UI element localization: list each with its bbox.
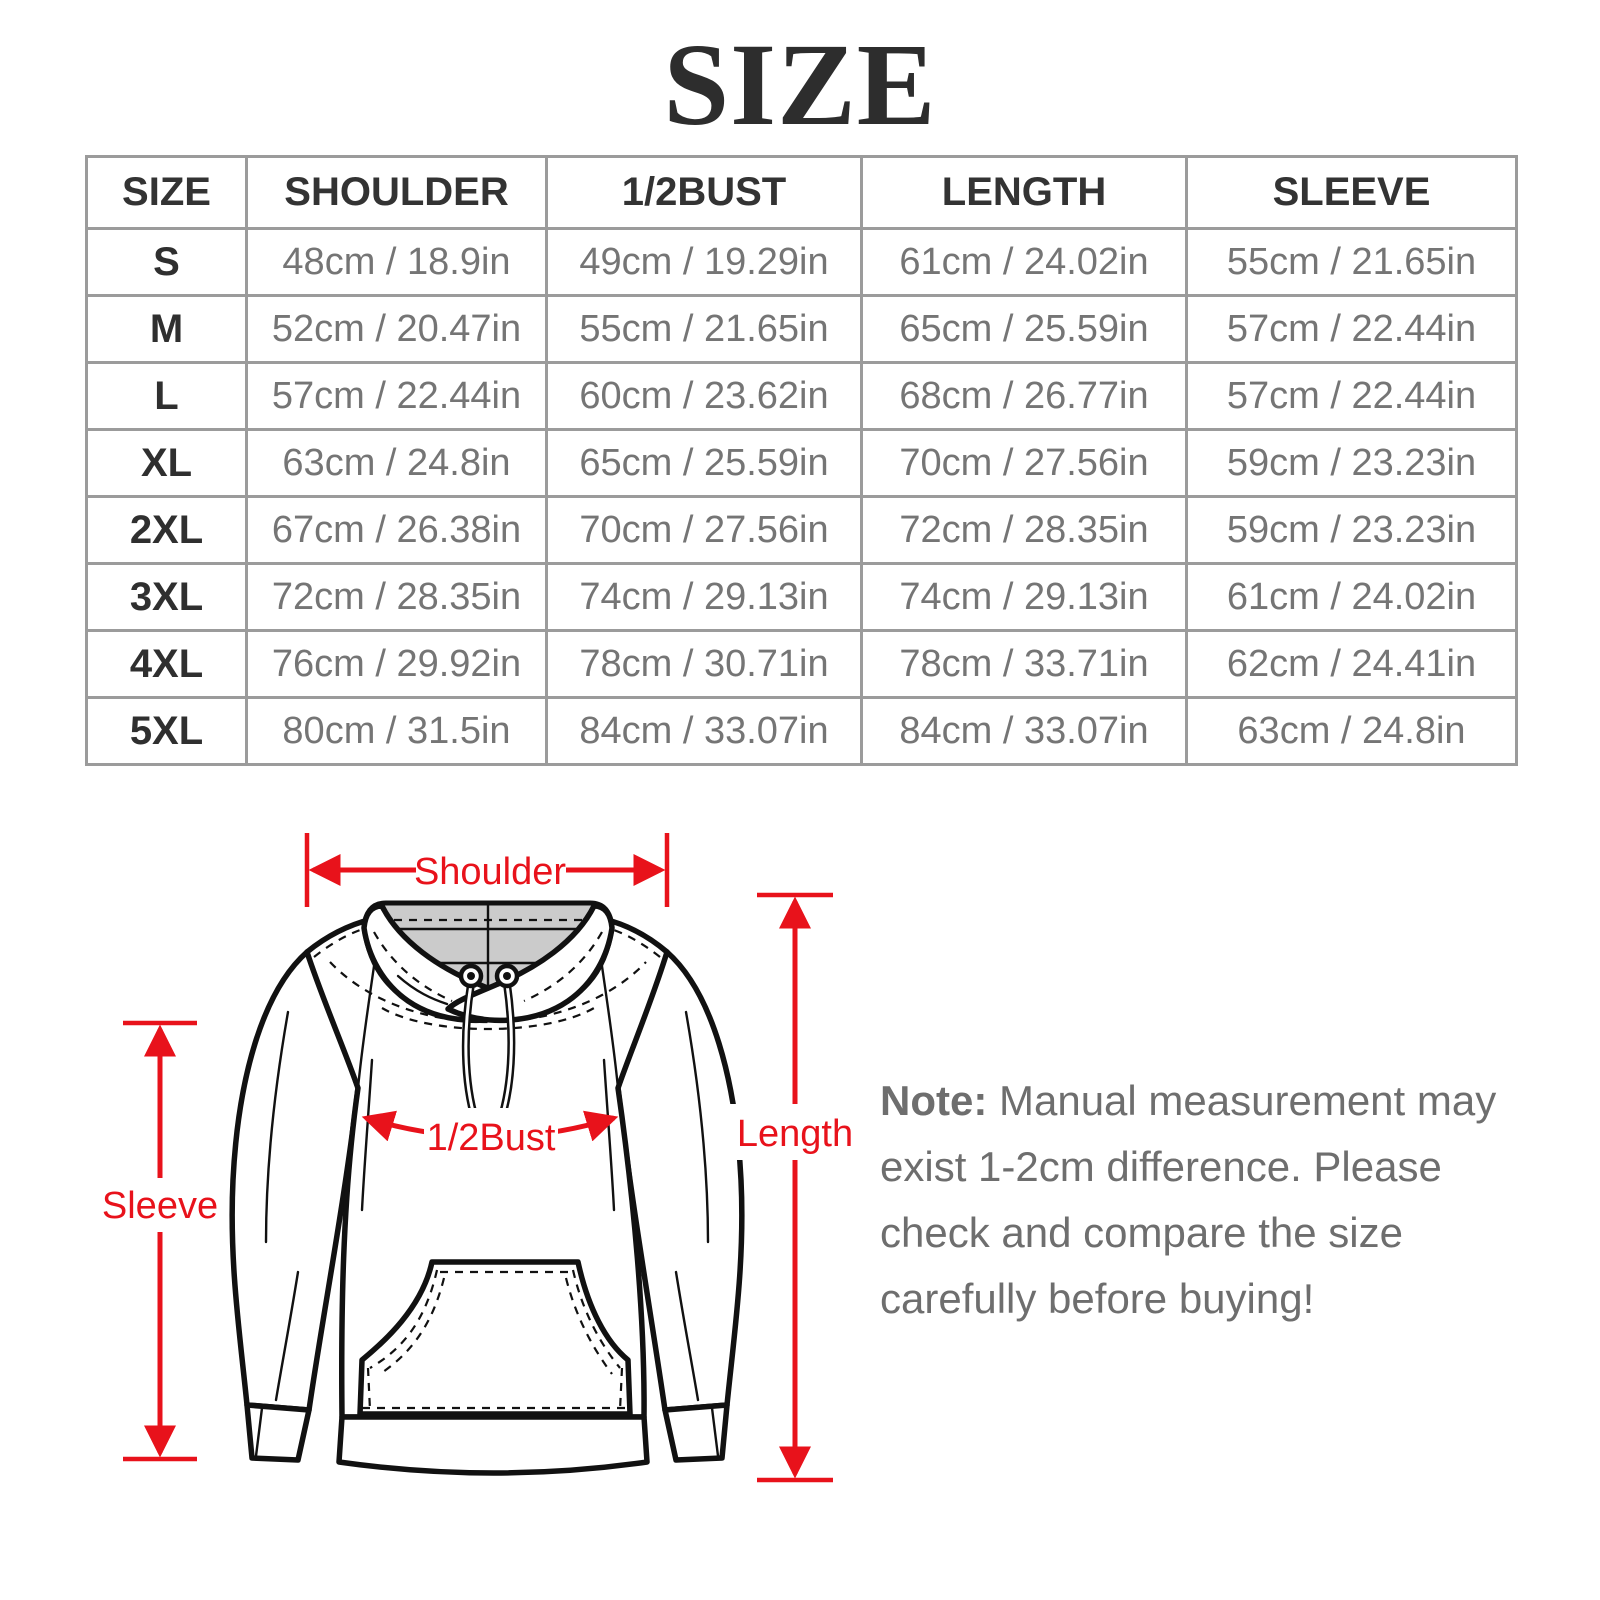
- size-cell: 3XL: [85, 562, 248, 632]
- size-cell: 5XL: [85, 696, 248, 766]
- size-cell: S: [85, 227, 248, 297]
- measurement-cell: 65cm / 25.59in: [545, 428, 863, 498]
- measurement-cell: 59cm / 23.23in: [1185, 495, 1518, 565]
- table-row: 3XL 72cm / 28.35in 74cm / 29.13in 74cm / 29…: [85, 562, 1518, 632]
- note-text: Note: Manual measurement may exist 1-2cm…: [880, 1068, 1525, 1332]
- table-row: 2XL 67cm / 26.38in 70cm / 27.56in 72cm / 28…: [85, 495, 1518, 565]
- hoodie-drawing: [229, 900, 745, 1476]
- measurement-cell: 68cm / 26.77in: [860, 361, 1188, 431]
- size-cell: L: [85, 361, 248, 431]
- sleeve-arrow: Sleeve: [96, 1020, 224, 1462]
- measurement-cell: 55cm / 21.65in: [1185, 227, 1518, 297]
- measurement-cell: 61cm / 24.02in: [860, 227, 1188, 297]
- measurement-cell: 70cm / 27.56in: [860, 428, 1188, 498]
- measurement-cell: 67cm / 26.38in: [245, 495, 548, 565]
- measurement-cell: 63cm / 24.8in: [1185, 696, 1518, 766]
- measurement-cell: 63cm / 24.8in: [245, 428, 548, 498]
- measurement-cell: 59cm / 23.23in: [1185, 428, 1518, 498]
- length-arrow: Length: [726, 892, 864, 1483]
- measurement-cell: 72cm / 28.35in: [860, 495, 1188, 565]
- size-cell: M: [85, 294, 248, 364]
- length-label: Length: [737, 1113, 853, 1155]
- left-cuff: [244, 1402, 312, 1463]
- half-bust-label: 1/2Bust: [427, 1117, 556, 1159]
- table-row: XL 63cm / 24.8in 65cm / 25.59in 70cm / 27.5…: [85, 428, 1518, 498]
- table-header-row: SIZE SHOULDER 1/2BUST LENGTH SLEEVE: [85, 155, 1518, 230]
- size-cell: XL: [85, 428, 248, 498]
- sleeve-label: Sleeve: [102, 1185, 218, 1227]
- measurement-cell: 61cm / 24.02in: [1185, 562, 1518, 632]
- measurement-cell: 78cm / 33.71in: [860, 629, 1188, 699]
- measurement-cell: 52cm / 20.47in: [245, 294, 548, 364]
- column-header: SHOULDER: [245, 155, 548, 230]
- measurement-cell: 74cm / 29.13in: [860, 562, 1188, 632]
- page-title: SIZE: [663, 19, 937, 150]
- measurement-cell: 84cm / 33.07in: [545, 696, 863, 766]
- size-cell: 2XL: [85, 495, 248, 565]
- shoulder-arrow: Shoulder: [304, 833, 670, 907]
- measurement-cell: 78cm / 30.71in: [545, 629, 863, 699]
- half-bust-arrow: 1/2Bust: [361, 1108, 619, 1162]
- table-row: 4XL 76cm / 29.92in 78cm / 30.71in 78cm / 33…: [85, 629, 1518, 699]
- column-header: SIZE: [85, 155, 248, 230]
- note-body: Manual measurement may exist 1-2cm diffe…: [880, 1077, 1497, 1322]
- shoulder-label: Shoulder: [414, 851, 566, 893]
- table-row: S 48cm / 18.9in 49cm / 19.29in 61cm / 24.02…: [85, 227, 1518, 297]
- measurement-cell: 48cm / 18.9in: [245, 227, 548, 297]
- table-row: M 52cm / 20.47in 55cm / 21.65in 65cm / 25.5…: [85, 294, 1518, 364]
- measurement-cell: 80cm / 31.5in: [245, 696, 548, 766]
- column-header: 1/2BUST: [545, 155, 863, 230]
- measurement-cell: 65cm / 25.59in: [860, 294, 1188, 364]
- measurement-cell: 55cm / 21.65in: [545, 294, 863, 364]
- note-label: Note:: [880, 1077, 988, 1124]
- size-table-body: S 48cm / 18.9in 49cm / 19.29in 61cm / 24.02…: [85, 227, 1518, 766]
- table-row: L 57cm / 22.44in 60cm / 23.62in 68cm / 26.7…: [85, 361, 1518, 431]
- measurement-cell: 60cm / 23.62in: [545, 361, 863, 431]
- measurement-cell: 57cm / 22.44in: [1185, 294, 1518, 364]
- hem-band: [336, 1414, 650, 1476]
- size-chart-table: SIZE SHOULDER 1/2BUST LENGTH SLEEVE S 48cm / …: [85, 155, 1518, 766]
- measurement-cell: 76cm / 29.92in: [245, 629, 548, 699]
- measurement-cell: 70cm / 27.56in: [545, 495, 863, 565]
- measurement-cell: 57cm / 22.44in: [1185, 361, 1518, 431]
- right-cuff: [662, 1402, 730, 1463]
- measurement-cell: 84cm / 33.07in: [860, 696, 1188, 766]
- measurement-cell: 62cm / 24.41in: [1185, 629, 1518, 699]
- size-cell: 4XL: [85, 629, 248, 699]
- collar-right-flap: [445, 903, 615, 1024]
- measurement-cell: 72cm / 28.35in: [245, 562, 548, 632]
- column-header: SLEEVE: [1185, 155, 1518, 230]
- column-header: LENGTH: [860, 155, 1188, 230]
- measurement-cell: 74cm / 29.13in: [545, 562, 863, 632]
- measurement-cell: 57cm / 22.44in: [245, 361, 548, 431]
- table-row: 5XL 80cm / 31.5in 84cm / 33.07in 84cm / 33.…: [85, 696, 1518, 766]
- measurement-cell: 49cm / 19.29in: [545, 227, 863, 297]
